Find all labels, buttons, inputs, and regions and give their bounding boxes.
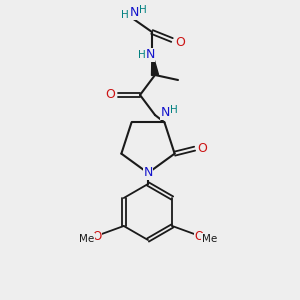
Text: N: N — [143, 167, 153, 179]
Text: N: N — [160, 106, 170, 119]
Text: O: O — [198, 142, 208, 155]
Text: Me: Me — [79, 234, 94, 244]
Text: H: H — [139, 5, 147, 15]
Text: N: N — [129, 7, 139, 20]
Text: H: H — [121, 10, 129, 20]
Text: O: O — [105, 88, 115, 101]
Text: O: O — [175, 37, 185, 50]
Polygon shape — [152, 52, 158, 76]
Text: Me: Me — [202, 234, 217, 244]
Text: N: N — [145, 49, 155, 62]
Text: O: O — [92, 230, 101, 242]
Text: H: H — [170, 105, 178, 115]
Text: H: H — [138, 50, 146, 60]
Text: O: O — [195, 230, 204, 242]
